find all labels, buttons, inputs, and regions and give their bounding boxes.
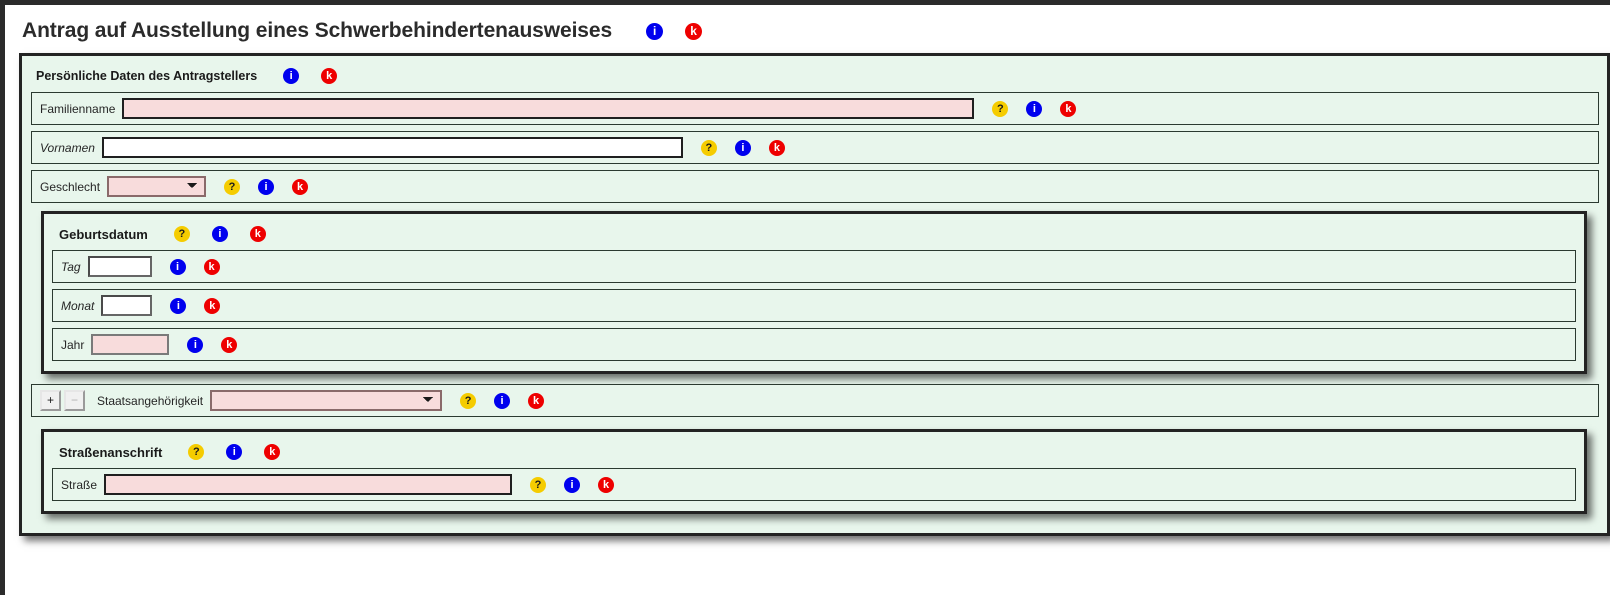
help-icon[interactable]: ? [530,476,547,493]
familienname-input[interactable] [122,98,975,119]
k-icon[interactable]: k [1060,100,1077,117]
info-icon[interactable]: i [283,68,300,84]
info-icon[interactable]: i [169,258,186,275]
tag-input[interactable] [87,256,152,277]
staatsangehoerigkeit-select[interactable] [210,390,443,411]
page-title: Antrag auf Ausstellung eines Schwerbehin… [5,5,1610,53]
row-familienname: Familienname ? i k [31,92,1599,125]
info-icon[interactable]: i [170,297,187,314]
info-icon[interactable]: i [226,444,243,460]
page-title-text: Antrag auf Ausstellung eines Schwerbehin… [22,19,613,42]
label-jahr: Jahr [61,337,85,352]
info-icon[interactable]: i [187,336,204,353]
k-icon[interactable]: k [768,139,785,156]
fieldset-geburtsdatum-legend: Geburtsdatum ? i k [52,222,1576,250]
info-icon[interactable]: i [734,139,751,156]
row-staatsangehoerigkeit: + − Staatsangehörigkeit ? i k [31,384,1599,417]
repeat-controls: + − [40,390,85,411]
page-inner: Antrag auf Ausstellung eines Schwerbehin… [5,5,1610,595]
info-icon[interactable]: i [494,392,511,409]
label-staatsangehoerigkeit: Staatsangehörigkeit [97,393,204,408]
row-tag: Tag i k [52,250,1576,283]
k-icon[interactable]: k [321,68,338,84]
help-icon[interactable]: ? [700,139,717,156]
row-monat: Monat i k [52,289,1576,322]
label-monat: Monat [61,298,95,313]
row-geschlecht: Geschlecht ? i k [31,170,1599,203]
fieldset-strassenanschrift: Straßenanschrift ? i k Straße ? i k [41,429,1587,514]
legend-text: Persönliche Daten des Antragstellers [36,69,258,83]
info-icon[interactable]: i [564,476,581,493]
info-icon[interactable]: i [258,178,275,195]
fieldset-geburtsdatum: Geburtsdatum ? i k Tag i k Monat [41,211,1587,374]
title-icon-group: i k [646,22,703,40]
fieldset-strassenanschrift-legend: Straßenanschrift ? i k [52,440,1576,468]
vornamen-input[interactable] [101,137,683,158]
row-strasse: Straße ? i k [52,468,1576,501]
info-icon[interactable]: i [211,226,228,242]
k-icon[interactable]: k [204,297,221,314]
help-icon[interactable]: ? [460,392,477,409]
k-icon[interactable]: k [685,22,703,40]
row-vornamen: Vornamen ? i k [31,131,1599,164]
monat-input[interactable] [101,295,153,316]
k-icon[interactable]: k [292,178,309,195]
k-icon[interactable]: k [528,392,545,409]
k-icon[interactable]: k [221,336,238,353]
k-icon[interactable]: k [203,258,220,275]
label-tag: Tag [61,259,81,274]
fieldset-personal-data-legend: Persönliche Daten des Antragstellers i k [31,65,1599,92]
k-icon[interactable]: k [598,476,615,493]
info-icon[interactable]: i [646,22,664,40]
label-familienname: Familienname [40,101,116,116]
fieldset-personal-data: Persönliche Daten des Antragstellers i k… [19,53,1610,536]
help-icon[interactable]: ? [992,100,1009,117]
k-icon[interactable]: k [249,226,266,242]
jahr-input[interactable] [91,334,170,355]
help-icon[interactable]: ? [173,226,190,242]
row-jahr: Jahr i k [52,328,1576,361]
k-icon[interactable]: k [264,444,281,460]
info-icon[interactable]: i [1026,100,1043,117]
remove-row-button[interactable]: − [64,390,85,411]
legend-text: Straßenanschrift [59,444,163,460]
geschlecht-select[interactable] [107,176,207,197]
add-row-button[interactable]: + [40,390,61,411]
strasse-input[interactable] [104,474,513,495]
label-geschlecht: Geschlecht [40,179,101,194]
legend-text: Geburtsdatum [59,226,148,242]
help-icon[interactable]: ? [188,444,205,460]
help-icon[interactable]: ? [224,178,241,195]
label-vornamen: Vornamen [40,140,95,155]
label-strasse: Straße [61,477,98,492]
